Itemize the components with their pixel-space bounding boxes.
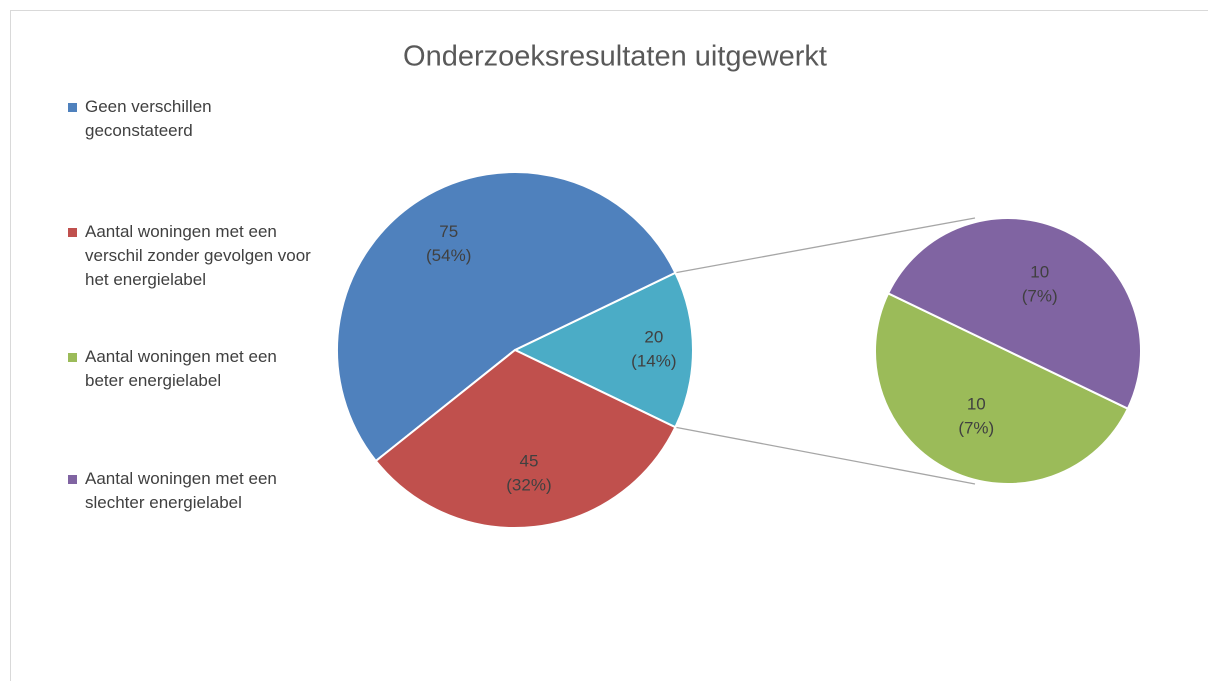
connector-line bbox=[675, 426, 976, 485]
legend-label: Aantal woningen met een beter energielab… bbox=[85, 347, 277, 390]
legend-swatch bbox=[68, 353, 77, 362]
data-label: 10 bbox=[967, 394, 986, 413]
legend-entry: Aantal woningen met een slechter energie… bbox=[68, 467, 313, 515]
data-label: (7%) bbox=[1022, 287, 1058, 306]
data-label: 75 bbox=[439, 222, 458, 241]
data-label: (7%) bbox=[958, 418, 994, 437]
legend-swatch bbox=[68, 103, 77, 112]
connector-line bbox=[675, 217, 976, 274]
pie-slice bbox=[874, 291, 1130, 485]
data-label: (54%) bbox=[426, 246, 471, 265]
pie-slice bbox=[886, 217, 1142, 411]
pie-slice bbox=[336, 170, 677, 463]
legend-swatch bbox=[68, 228, 77, 237]
data-label: (14%) bbox=[631, 351, 676, 370]
data-label: 20 bbox=[644, 327, 663, 346]
pie-slice bbox=[374, 348, 677, 529]
data-label: (32%) bbox=[506, 475, 551, 494]
legend-entry: Geen verschillen geconstateerd bbox=[68, 95, 313, 143]
chart-title: Onderzoeksresultaten uitgewerkt bbox=[403, 41, 827, 73]
legend-swatch bbox=[68, 475, 77, 484]
legend-entry: Aantal woningen met een verschil zonder … bbox=[68, 220, 313, 292]
legend-label: Aantal woningen met een slechter energie… bbox=[85, 469, 277, 512]
legend-entry: Aantal woningen met een beter energielab… bbox=[68, 345, 313, 393]
data-label: 10 bbox=[1030, 263, 1049, 282]
legend-label: Geen verschillen geconstateerd bbox=[85, 97, 212, 140]
data-label: 45 bbox=[519, 451, 538, 470]
pie-slice bbox=[512, 271, 694, 429]
legend-label: Aantal woningen met een verschil zonder … bbox=[85, 222, 311, 289]
